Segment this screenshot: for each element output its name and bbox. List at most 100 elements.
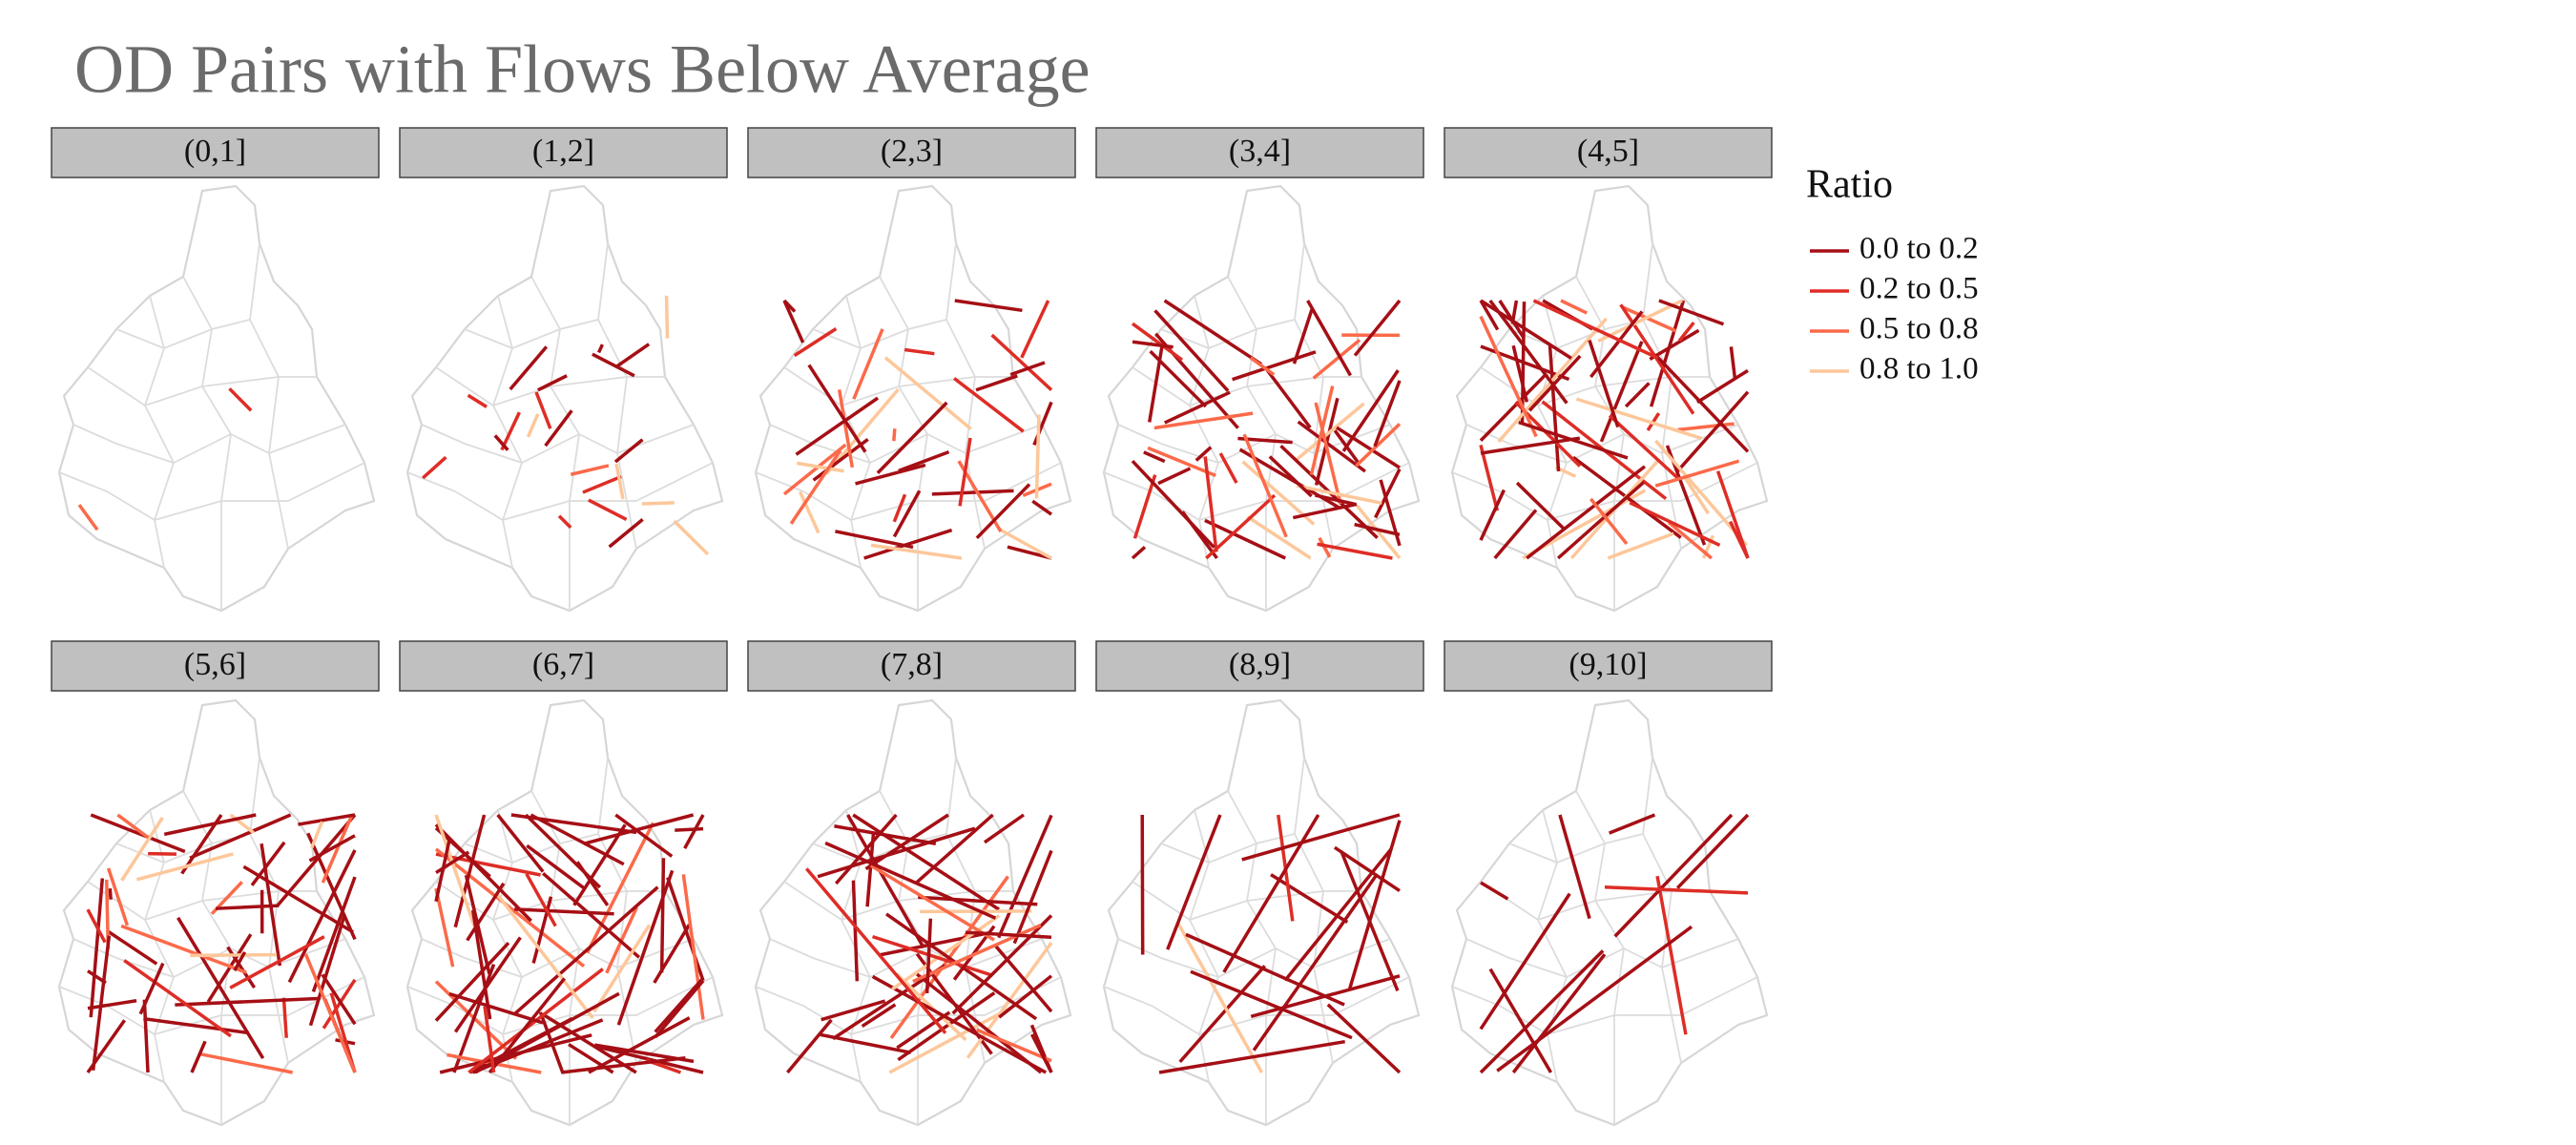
flow-line — [1007, 545, 1052, 560]
strip — [1444, 127, 1773, 178]
flow-line — [1034, 414, 1041, 499]
strip-label: (7,8] — [881, 647, 943, 682]
legend-label: 0.2 to 0.5 — [1859, 272, 1979, 306]
panel: (5,6] — [51, 640, 380, 1127]
map — [57, 184, 376, 613]
flow-line — [1515, 481, 1565, 530]
flow-line — [1674, 390, 1750, 474]
flow-line — [1649, 300, 1686, 407]
flow-line — [614, 813, 674, 858]
flow-line — [106, 928, 158, 966]
flow-line — [561, 1056, 686, 1074]
flow-line — [896, 1010, 951, 1050]
flow-line — [863, 528, 953, 560]
flow-line — [585, 822, 655, 954]
flow-line — [1204, 518, 1286, 560]
flow-line — [434, 941, 510, 1022]
flow-line — [596, 344, 605, 354]
flow-line — [435, 852, 541, 877]
flow-line — [1153, 309, 1230, 392]
panel: (2,3] — [747, 127, 1076, 613]
flow-line — [434, 847, 586, 968]
flow-line — [796, 461, 844, 473]
legend-label: 0.0 to 0.2 — [1859, 232, 1979, 266]
flow-line — [1148, 344, 1165, 423]
flow-line — [206, 933, 253, 1003]
flow-line — [512, 885, 659, 1016]
flow-line — [1326, 1003, 1402, 1074]
strip-label: (3,4] — [1229, 134, 1291, 169]
flow-line — [510, 813, 637, 835]
strip-label: (2,3] — [881, 134, 943, 169]
flow-line — [975, 374, 1018, 392]
flow-line — [898, 450, 950, 473]
flow-line — [1218, 452, 1238, 484]
flow-line — [106, 867, 130, 926]
flow-line — [1012, 849, 1053, 945]
flow-line — [435, 850, 470, 875]
flow-line — [614, 463, 625, 500]
flow-line — [526, 413, 540, 438]
flow-line — [673, 519, 710, 556]
strip-label: (9,10] — [1568, 647, 1647, 682]
flow-line — [1654, 459, 1740, 488]
flow-line — [852, 813, 1000, 911]
flow-line — [120, 816, 164, 882]
flow-line — [954, 299, 1023, 313]
flow-line — [1317, 542, 1393, 560]
flow-line — [1532, 299, 1659, 360]
flow-line — [1222, 814, 1320, 973]
strip-label: (4,5] — [1577, 134, 1639, 169]
flow-line — [1295, 402, 1365, 462]
flow-line — [869, 864, 995, 942]
flow-line — [1029, 1033, 1053, 1073]
flow-line — [1526, 465, 1647, 560]
flow-line — [782, 300, 805, 344]
flow-line — [1009, 361, 1046, 377]
flow-line — [1683, 476, 1710, 515]
flow-line — [1163, 390, 1231, 425]
flow-line — [321, 814, 354, 884]
flow-line — [1355, 423, 1402, 468]
flow-line — [865, 832, 876, 907]
flow-line — [1252, 874, 1378, 1051]
flow-line — [588, 1016, 691, 1074]
flow-line — [464, 874, 491, 975]
flow-line — [1589, 497, 1629, 546]
strip-label: (0,1] — [184, 134, 246, 169]
flow-line — [851, 880, 860, 982]
flow-line — [434, 839, 451, 903]
flow-line — [983, 813, 1025, 844]
flow-line — [653, 924, 691, 984]
flow-line — [1374, 468, 1402, 519]
flow-line — [855, 463, 926, 486]
flow-line — [895, 972, 967, 1042]
flow-line — [534, 391, 552, 429]
flow-line — [861, 1003, 897, 1029]
flow-line — [1604, 885, 1749, 895]
flow-line — [1479, 373, 1547, 442]
flow-line — [835, 530, 914, 550]
flow-line — [1147, 446, 1216, 478]
flow-line — [1608, 414, 1679, 480]
flow-line — [200, 1052, 294, 1074]
flow-line — [834, 824, 937, 845]
flow-line — [958, 437, 972, 507]
flow-line — [1668, 521, 1714, 560]
flow-line — [1353, 299, 1402, 357]
flow-line — [1622, 305, 1677, 333]
flow-line — [434, 887, 455, 968]
flow-line — [1270, 873, 1349, 925]
flow-line — [1249, 356, 1276, 377]
flow-line — [975, 483, 1031, 540]
flow-line — [793, 327, 838, 358]
flow-line — [920, 909, 1032, 914]
flow-line — [1649, 328, 1700, 362]
flow-line — [467, 393, 488, 408]
flow-line — [496, 813, 545, 873]
flow-line — [116, 813, 150, 840]
flow-line — [870, 543, 963, 560]
flow-line — [1695, 368, 1749, 405]
flow-line — [1629, 501, 1721, 547]
flow-line — [834, 813, 898, 885]
